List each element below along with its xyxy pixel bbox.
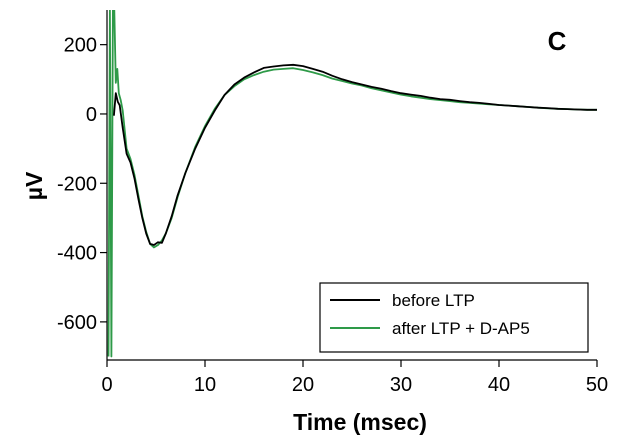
series-layer [107, 10, 597, 358]
x-tick-label: 10 [194, 374, 216, 396]
x-tick-label: 50 [586, 374, 608, 396]
ticks-layer: 0 10 20 30 40 50 200 0 -200 -400 -600 [57, 35, 608, 396]
legend-label-before-ltp: before LTP [392, 291, 475, 310]
y-tick-label: 200 [64, 35, 97, 57]
series-before-ltp-line [113, 63, 597, 246]
y-tick-label: -400 [57, 243, 97, 265]
x-tick-label: 20 [292, 374, 314, 396]
y-tick-label: -200 [57, 173, 97, 195]
x-axis-title: Time (msec) [293, 409, 427, 435]
y-axis-title: µV [21, 171, 47, 200]
y-tick-label: -600 [57, 312, 97, 334]
y-tick-label: 0 [86, 104, 97, 126]
panel-label: C [548, 26, 567, 56]
x-tick-label: 0 [101, 374, 112, 396]
x-tick-label: 30 [390, 374, 412, 396]
legend: before LTP after LTP + D-AP5 [319, 282, 589, 353]
legend-box [319, 282, 589, 353]
x-tick-label: 40 [488, 374, 510, 396]
legend-label-after-ltp: after LTP + D-AP5 [392, 319, 530, 338]
axes-layer [106, 10, 597, 361]
